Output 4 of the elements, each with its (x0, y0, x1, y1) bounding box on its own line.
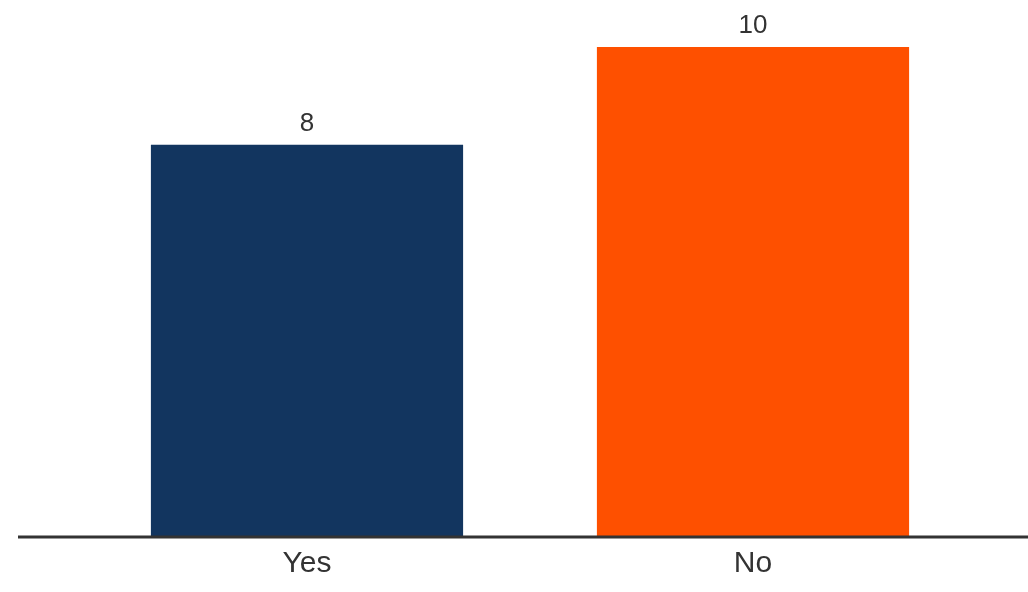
x-tick-label: Yes (282, 545, 332, 579)
data-label: 10 (738, 9, 768, 40)
data-label: 8 (299, 106, 315, 137)
x-tick-label: No (733, 545, 773, 579)
